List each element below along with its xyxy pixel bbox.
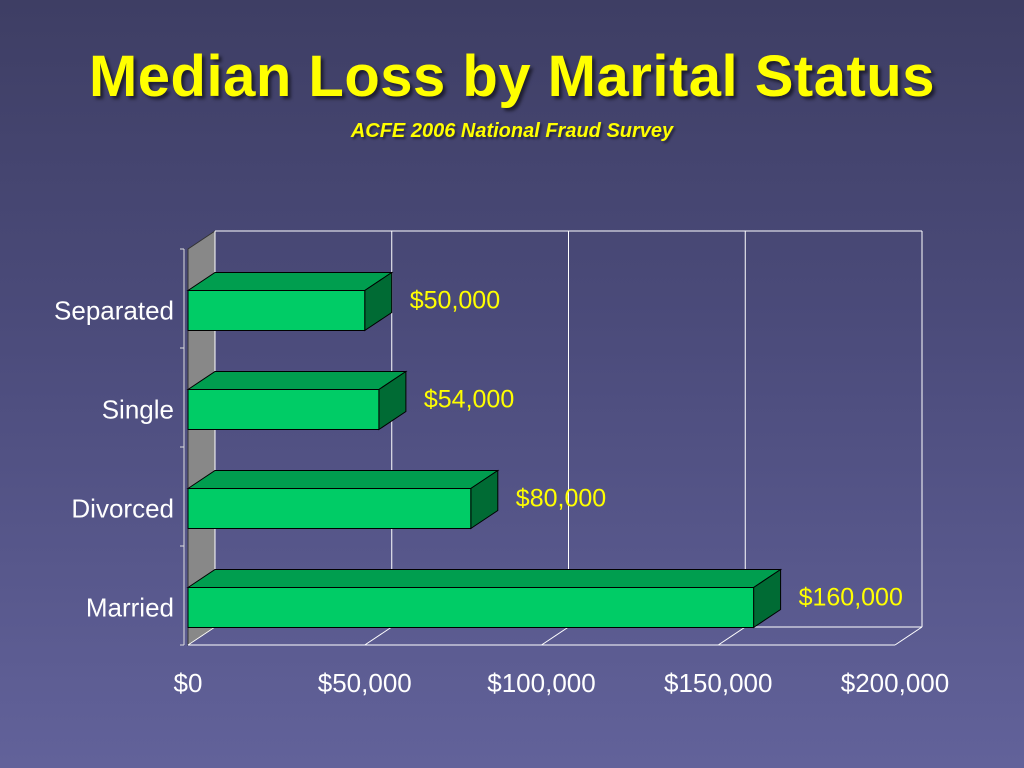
floor-gridline <box>364 626 393 646</box>
bar-separated <box>186 271 394 332</box>
category-label-separated: Separated <box>54 296 174 326</box>
bar-married <box>186 568 783 629</box>
data-label-divorced: $80,000 <box>516 485 606 513</box>
bar-single <box>186 370 408 431</box>
data-label-single: $54,000 <box>424 386 514 414</box>
x-tick-label: $100,000 <box>487 668 595 698</box>
bar-top-face <box>186 371 408 390</box>
x-tick-label: $50,000 <box>318 668 412 698</box>
slide-subtitle: ACFE 2006 National Fraud Survey <box>350 120 674 142</box>
bar-top-face <box>186 569 783 588</box>
bar-front-face <box>187 389 380 430</box>
bar-front-face <box>187 488 472 529</box>
bar-top-face <box>186 470 500 489</box>
floor-gridline <box>717 626 746 646</box>
floor-gridline <box>894 626 923 646</box>
x-tick-label: $150,000 <box>664 668 772 698</box>
category-label-divorced: Divorced <box>71 494 174 524</box>
x-tick-label: $200,000 <box>841 668 949 698</box>
data-label-separated: $50,000 <box>410 287 500 315</box>
floor-gridline <box>187 626 216 646</box>
bar-top-face <box>186 272 394 291</box>
bar-front-face <box>187 587 755 628</box>
data-label-married: $160,000 <box>799 584 903 612</box>
slide-title: Median Loss by Marital Status <box>88 44 935 109</box>
category-label-married: Married <box>86 593 174 623</box>
bar-divorced <box>186 469 500 530</box>
x-tick-label: $0 <box>174 668 203 698</box>
category-label-single: Single <box>102 395 174 425</box>
bar-front-face <box>187 290 366 331</box>
floor-gridline <box>541 626 569 646</box>
